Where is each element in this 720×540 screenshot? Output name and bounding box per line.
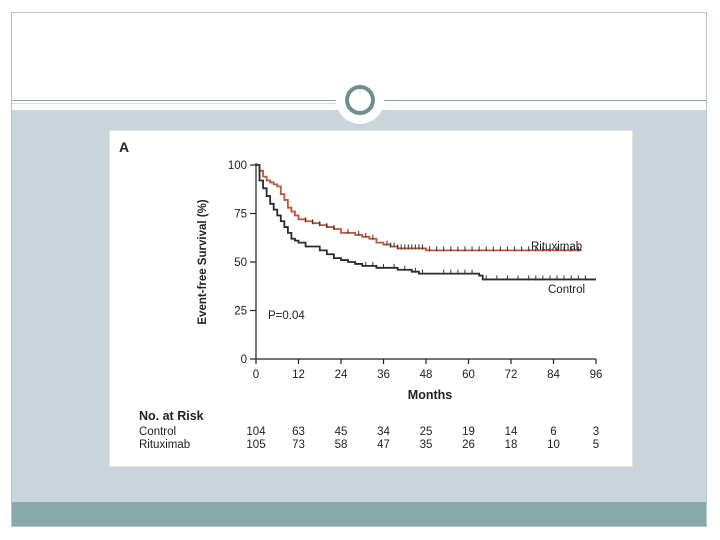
x-tick-label: 0	[253, 369, 259, 381]
risk-table-header: No. at Risk	[139, 409, 204, 423]
control-series-label: Control	[548, 284, 585, 296]
survival-figure: A 0 25 50 75 100 0 12 24 36 48 60 72 84 96 Months Event-…	[109, 130, 633, 467]
ring-icon	[345, 85, 375, 115]
y-tick-label: 0	[241, 354, 247, 366]
risk-table-cell: 34	[377, 426, 390, 438]
risk-table-cell: 26	[462, 439, 475, 451]
risk-table-cell: 18	[505, 439, 518, 451]
risk-table-cell: 58	[335, 439, 348, 451]
x-tick-label: 12	[292, 369, 305, 381]
circle-ornament	[336, 76, 384, 124]
risk-table-cell: 25	[420, 426, 433, 438]
x-tick-label: 36	[377, 369, 390, 381]
title-divider-right	[384, 100, 706, 101]
rituximab-survival-line	[256, 164, 582, 252]
risk-table-row-label: Rituximab	[139, 439, 190, 451]
rituximab-series-label: Rituximab	[531, 241, 582, 253]
risk-table-cell: 10	[547, 439, 560, 451]
y-tick-label: 100	[228, 160, 247, 172]
title-divider-left	[12, 100, 336, 101]
risk-table-cell: 3	[593, 426, 599, 438]
risk-table-cell: 104	[246, 426, 266, 438]
risk-table-cell: 5	[593, 439, 599, 451]
risk-table-cell: 45	[335, 426, 348, 438]
risk-table-cell: 6	[550, 426, 556, 438]
p-value-annotation: P=0.04	[268, 310, 305, 322]
x-axis-title: Months	[408, 388, 452, 402]
footer-band	[12, 502, 706, 526]
risk-table-cell: 14	[505, 426, 518, 438]
x-tick-label: 72	[505, 369, 518, 381]
x-tick-label: 24	[335, 369, 348, 381]
x-tick-label: 96	[590, 369, 603, 381]
risk-table-cell: 19	[462, 426, 475, 438]
risk-table-cell: 73	[292, 439, 305, 451]
x-tick-label: 48	[420, 369, 433, 381]
y-tick-label: 75	[234, 209, 247, 221]
y-tick-label: 25	[234, 306, 247, 318]
x-tick-label: 60	[462, 369, 475, 381]
y-axis-title: Event-free Survival (%)	[197, 199, 209, 324]
risk-table-cell: 35	[420, 439, 433, 451]
panel-label: A	[119, 139, 129, 155]
risk-table-row-label: Control	[139, 426, 176, 438]
risk-table-cell: 63	[292, 426, 305, 438]
title-divider-shadow	[12, 103, 336, 104]
x-tick-label: 84	[547, 369, 560, 381]
control-survival-line	[256, 164, 596, 281]
risk-table-cell: 47	[377, 439, 390, 451]
y-tick-label: 50	[234, 257, 247, 269]
risk-table-cell: 105	[246, 439, 265, 451]
